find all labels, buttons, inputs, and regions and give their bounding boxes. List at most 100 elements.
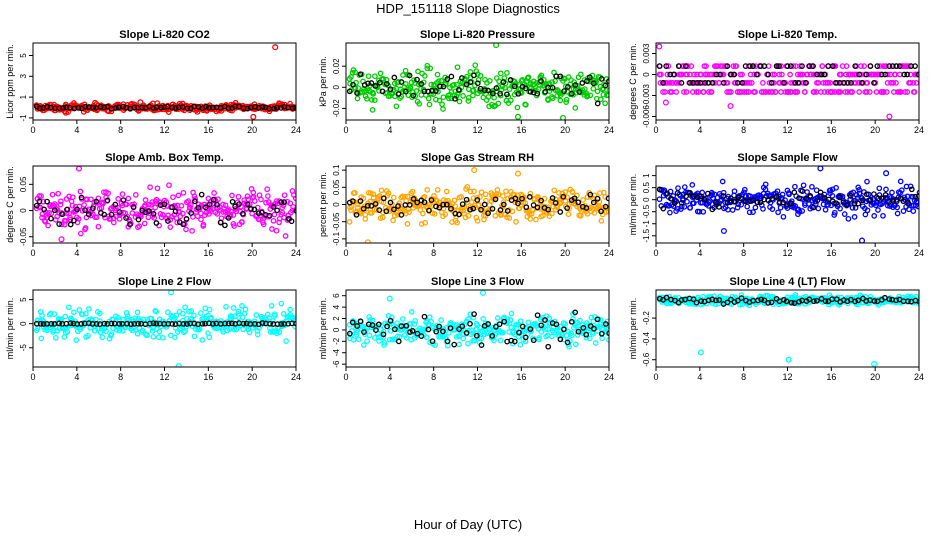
hourly-point (384, 323, 390, 330)
slope-point (683, 89, 690, 95)
slope-point (292, 207, 296, 213)
y-tick-label: -0.05 (19, 227, 28, 246)
hourly-point (409, 327, 416, 334)
hourly-point (410, 196, 417, 202)
slope-point (900, 208, 907, 214)
slope-point (201, 201, 208, 208)
data-points (346, 290, 609, 350)
hourly-point (515, 90, 522, 97)
slope-point (592, 340, 599, 346)
outlier-point (871, 360, 878, 367)
slope-point (58, 221, 65, 228)
x-tick-label: 20 (870, 248, 880, 258)
slope-point (271, 211, 278, 218)
hourly-point (459, 75, 465, 81)
slope-point (762, 186, 769, 193)
hourly-point (702, 80, 708, 86)
slope-point (180, 189, 187, 196)
slope-point (551, 187, 558, 194)
slope-point (465, 98, 472, 104)
slope-point (563, 99, 570, 105)
slope-point (467, 204, 474, 211)
hourly-point (754, 297, 761, 304)
slope-point (264, 186, 271, 193)
hourly-point (403, 322, 410, 329)
slope-point (662, 89, 668, 95)
slope-point (590, 85, 597, 92)
hourly-point (716, 297, 723, 303)
slope-point (776, 71, 783, 78)
hourly-point (803, 195, 809, 202)
x-tick-label: 20 (247, 125, 257, 135)
hourly-point (372, 83, 379, 89)
hourly-point (59, 211, 65, 218)
hourly-point (64, 206, 70, 213)
hourly-point (698, 298, 704, 304)
hourly-point (240, 210, 246, 217)
slope-point (175, 192, 182, 199)
slope-point (191, 333, 198, 340)
hourly-point (120, 197, 127, 203)
slope-point (57, 201, 64, 208)
hourly-point (63, 104, 69, 111)
slope-point (873, 89, 880, 95)
hourly-point (660, 80, 666, 86)
slope-point (426, 101, 433, 108)
hourly-point (130, 204, 137, 211)
slope-point (685, 63, 691, 69)
slope-point (666, 80, 673, 86)
hourly-point (860, 197, 866, 203)
slope-point (65, 304, 72, 311)
hourly-point (557, 209, 564, 215)
x-tick-label: 4 (697, 248, 702, 258)
hourly-point (806, 296, 813, 303)
hourly-point (512, 195, 519, 202)
slope-point (142, 197, 149, 203)
slope-point (404, 193, 411, 200)
slope-point (281, 192, 288, 199)
slope-point (476, 324, 483, 331)
panel-title: Slope Sample Flow (737, 152, 838, 164)
hourly-point (376, 79, 383, 86)
hourly-point (594, 195, 601, 202)
slope-point (763, 89, 769, 95)
slope-point (590, 329, 596, 335)
hourly-point (579, 80, 586, 86)
slope-point (453, 322, 460, 329)
hourly-point (153, 320, 160, 327)
slope-point (269, 226, 275, 232)
slope-point (497, 337, 504, 344)
slope-point (787, 71, 793, 78)
slope-point (777, 204, 784, 211)
slope-point (399, 316, 406, 322)
slope-point (693, 197, 700, 203)
hourly-point (467, 320, 473, 327)
hourly-point (557, 73, 564, 80)
hourly-point (810, 63, 816, 69)
x-tick-label: 12 (782, 372, 792, 382)
hourly-point (379, 88, 386, 95)
slope-point (231, 326, 237, 333)
y-tick-label: -0.05 (332, 212, 341, 231)
hourly-point (886, 63, 893, 69)
slope-point (71, 309, 77, 316)
slope-point (393, 103, 400, 110)
slope-point (693, 89, 700, 95)
hourly-point (671, 200, 678, 206)
hourly-point (463, 330, 470, 336)
slope-point (854, 71, 860, 78)
slope-point (775, 209, 781, 216)
hourly-point (561, 88, 567, 94)
slope-point (517, 341, 524, 348)
hourly-point (169, 104, 175, 111)
slope-point (513, 219, 519, 225)
slope-point (499, 329, 506, 336)
slope-point (253, 312, 260, 318)
slope-point (229, 314, 235, 320)
slope-point (58, 198, 64, 205)
hourly-point (747, 63, 753, 69)
hourly-point (44, 104, 50, 110)
slope-point (731, 188, 738, 195)
hourly-point (586, 74, 593, 81)
